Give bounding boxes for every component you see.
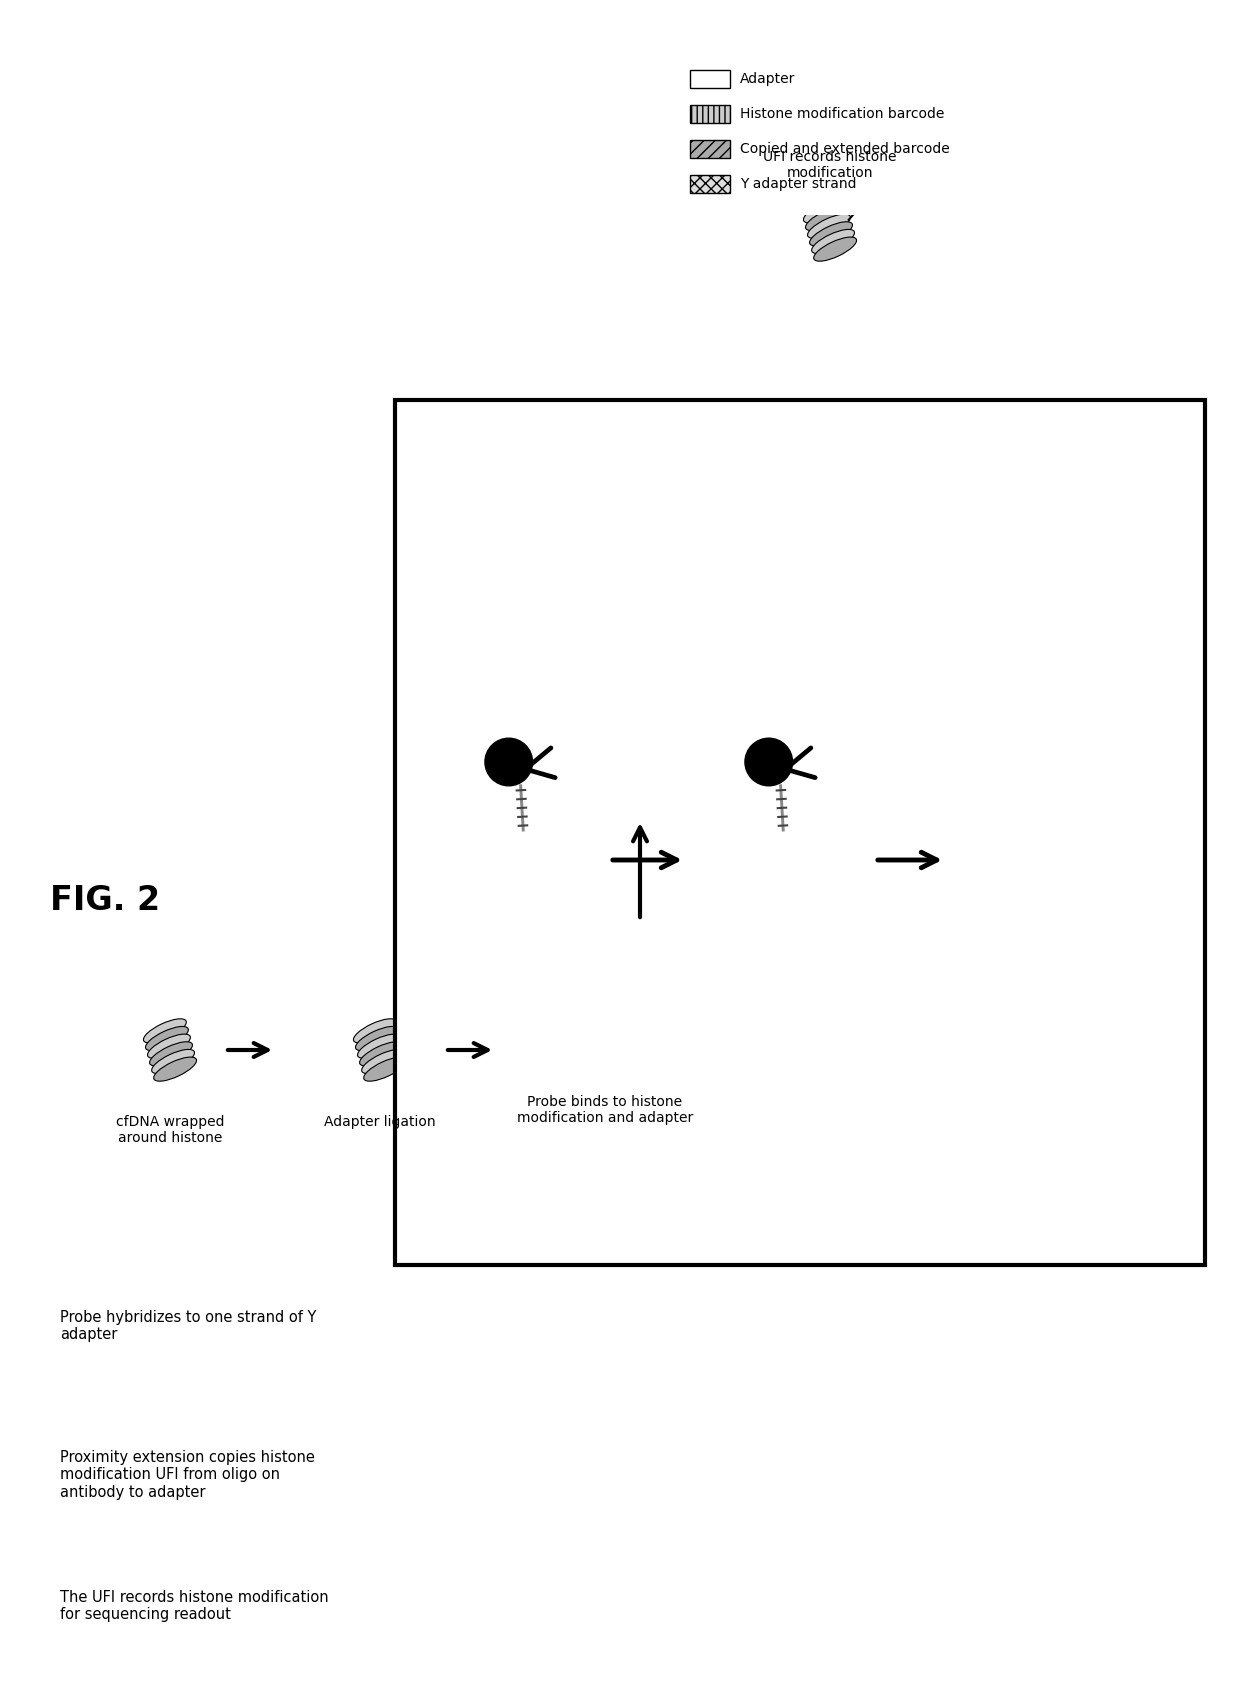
Text: Histone modification barcode: Histone modification barcode (740, 106, 945, 121)
Ellipse shape (357, 1034, 401, 1058)
Ellipse shape (813, 238, 857, 261)
Ellipse shape (150, 1043, 192, 1066)
Ellipse shape (812, 229, 854, 253)
Ellipse shape (590, 985, 639, 1012)
Text: Copied and extended barcode: Copied and extended barcode (740, 142, 950, 155)
Ellipse shape (362, 1049, 404, 1073)
Ellipse shape (806, 206, 848, 231)
Ellipse shape (151, 1049, 195, 1073)
Ellipse shape (154, 1058, 197, 1081)
Ellipse shape (148, 1034, 191, 1058)
Bar (689, 140, 730, 159)
Ellipse shape (363, 1058, 407, 1081)
Circle shape (608, 960, 622, 975)
Text: UFI records histone
modification: UFI records histone modification (764, 150, 897, 181)
Bar (410, 1019, 429, 1027)
Text: Probe binds to histone
modification and adapter: Probe binds to histone modification and … (517, 1095, 693, 1125)
Ellipse shape (145, 1026, 188, 1051)
Ellipse shape (807, 214, 851, 238)
Circle shape (485, 739, 532, 786)
Text: Y adapter strand: Y adapter strand (740, 177, 857, 191)
Ellipse shape (593, 994, 641, 1021)
Bar (689, 105, 730, 123)
Text: Adapter ligation: Adapter ligation (324, 1115, 435, 1129)
Ellipse shape (599, 1019, 647, 1046)
Text: The UFI records histone modification
for sequencing readout: The UFI records histone modification for… (60, 1591, 329, 1623)
Ellipse shape (353, 1019, 397, 1043)
Text: cfDNA wrapped
around histone: cfDNA wrapped around histone (115, 1115, 224, 1145)
Ellipse shape (804, 199, 847, 223)
FancyBboxPatch shape (680, 51, 1210, 214)
Bar (525, 830, 536, 845)
Ellipse shape (595, 1002, 642, 1029)
Bar (784, 830, 796, 845)
Text: FIG. 2: FIG. 2 (50, 884, 160, 916)
Bar (861, 199, 879, 208)
Bar (689, 69, 730, 88)
Bar (689, 175, 730, 192)
Text: Proximity extension copies histone
modification UFI from oligo on
antibody to ad: Proximity extension copies histone modif… (60, 1451, 315, 1500)
Ellipse shape (144, 1019, 186, 1043)
Ellipse shape (601, 1027, 650, 1054)
Ellipse shape (356, 1026, 398, 1051)
Text: Adapter: Adapter (740, 73, 795, 86)
Text: Probe hybridizes to one strand of Y
adapter: Probe hybridizes to one strand of Y adap… (60, 1311, 316, 1343)
Ellipse shape (360, 1043, 403, 1066)
Circle shape (745, 739, 792, 786)
Ellipse shape (810, 221, 852, 246)
Bar (1074, 830, 1086, 845)
FancyBboxPatch shape (396, 400, 1205, 1265)
Bar (655, 985, 675, 994)
Ellipse shape (598, 1011, 645, 1038)
